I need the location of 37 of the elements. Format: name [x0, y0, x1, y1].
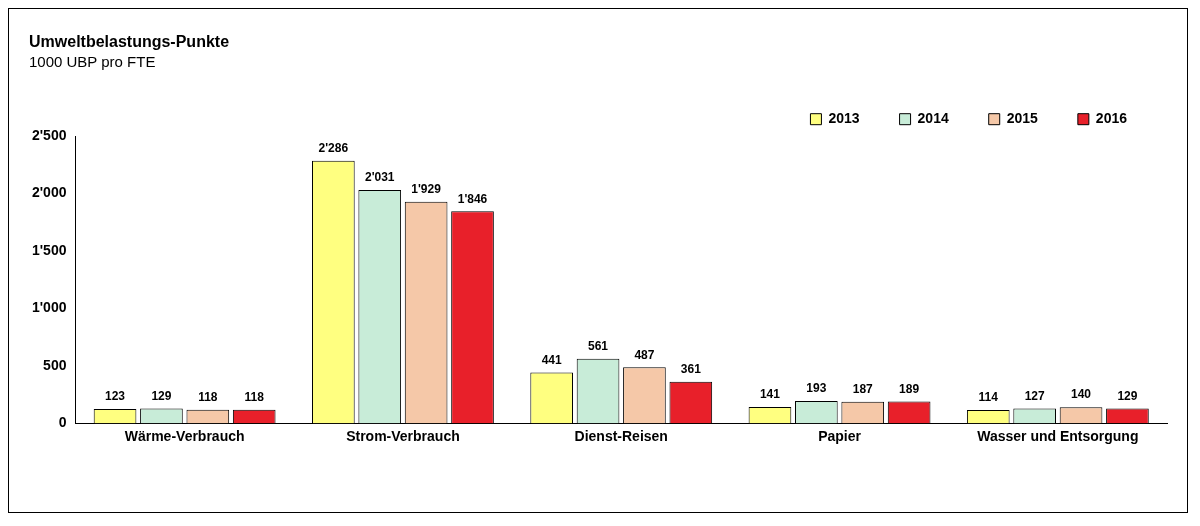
x-tick-label: Strom-Verbrauch	[346, 428, 460, 445]
legend-label: 2016	[1095, 110, 1128, 127]
legend-label: 2013	[828, 110, 860, 127]
y-tick-label: 500	[43, 356, 67, 373]
data-label: 127	[1024, 388, 1045, 403]
data-label: 187	[852, 382, 874, 397]
y-tick-label: 1'500	[31, 241, 67, 258]
data-label: 141	[759, 387, 781, 402]
data-label: 123	[105, 389, 126, 404]
data-label: 2'031	[364, 170, 395, 185]
legend-label: 2015	[1006, 110, 1039, 127]
data-label: 1'846	[457, 191, 488, 206]
data-label: 189	[899, 381, 920, 396]
x-tick-label: Wärme-Verbrauch	[124, 428, 245, 445]
chart-subtitle: 1000 UBP pro FTE	[29, 53, 156, 71]
data-label: 1'929	[411, 182, 442, 197]
data-label: 441	[541, 352, 562, 367]
data-label: 118	[244, 389, 265, 404]
data-label: 118	[198, 389, 218, 404]
y-tick-label: 0	[58, 414, 67, 431]
data-label: 114	[978, 390, 999, 405]
y-tick-label: 2'000	[31, 184, 67, 201]
x-tick-label: Dienst-Reisen	[574, 428, 668, 445]
data-label: 361	[680, 362, 702, 377]
data-label: 193	[806, 381, 827, 396]
data-label: 140	[1071, 387, 1092, 402]
data-label: 129	[151, 388, 172, 403]
data-label: 487	[634, 347, 655, 362]
y-tick-label: 2'500	[31, 127, 67, 144]
chart-title: Umweltbelastungs-Punkte	[29, 33, 230, 51]
legend-label: 2014	[917, 110, 949, 127]
x-tick-label: Wasser und Entsorgung	[977, 428, 1139, 445]
data-label: 2'286	[318, 141, 349, 156]
data-label: 561	[588, 339, 609, 354]
data-label: 129	[1117, 388, 1138, 403]
x-tick-label: Papier	[818, 428, 862, 445]
y-tick-label: 1'000	[31, 299, 67, 316]
